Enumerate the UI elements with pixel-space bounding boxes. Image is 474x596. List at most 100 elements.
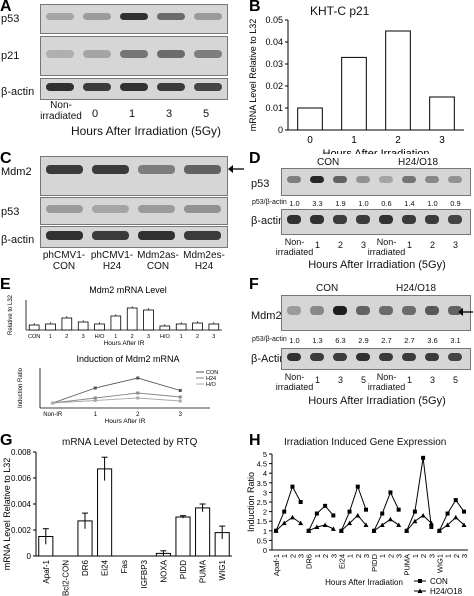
panel-c-blot-p53: [40, 197, 228, 225]
h-ylabel: Induction Ratio: [246, 472, 256, 532]
blot-band: [184, 165, 221, 174]
h-series-line: [439, 516, 465, 532]
e-xtick-label-1: 3: [82, 334, 85, 340]
h-point-ho: [314, 524, 320, 529]
h-point-con: [380, 511, 385, 516]
e-bar: [159, 325, 171, 331]
blot-band: [425, 215, 439, 224]
h-group-label: PUMA: [403, 554, 412, 576]
blot-band: [46, 50, 74, 58]
blot-band: [333, 353, 347, 361]
h-group-label: PIDD: [370, 553, 379, 572]
h-series-line: [340, 485, 367, 531]
blot-band: [310, 215, 324, 224]
e-point: [178, 389, 182, 392]
e-point: [136, 396, 140, 400]
lane-label: Non- irradiated: [367, 237, 406, 257]
h-series-line: [340, 514, 367, 532]
b-xtick-label: 1: [351, 135, 357, 146]
h-ytick-label: 4: [263, 469, 267, 478]
h-ytick-label: 0.5: [257, 536, 267, 545]
h-point-ho: [387, 516, 393, 522]
h-xtick-label: 3: [329, 554, 338, 558]
panel-c-row-p53: p53: [1, 206, 20, 218]
e-xtick-label-1: 2: [196, 334, 199, 340]
h-xtick-label: 3: [395, 554, 404, 558]
blot-band: [333, 306, 347, 315]
lane-label: Non- irradiated: [275, 372, 314, 392]
h-series-line: [275, 516, 301, 532]
ratio-value: 0.6: [381, 199, 392, 208]
panel-f-blot-actin: [281, 348, 471, 370]
b-ytick-label: 0: [278, 125, 283, 135]
panel-f-group-ho: H24/O18: [396, 283, 437, 294]
lane-label: 2: [337, 240, 343, 250]
blot-band: [287, 176, 301, 183]
blot-band: [425, 353, 439, 361]
e-xtick-label-1: 1: [180, 334, 183, 340]
blot-band: [46, 231, 83, 240]
h-xtick-label: 1: [346, 554, 355, 558]
h-xtick-label: 2: [452, 554, 461, 558]
e-xtick-label-2: 1: [94, 412, 98, 418]
ratio-value: 1.0: [427, 199, 438, 208]
g-bar: [97, 468, 113, 557]
h-ytick-label: 1.5: [257, 517, 267, 526]
g-xtick-label: WIG1: [218, 559, 227, 580]
h-xlabel: Hours After Irradiation: [325, 578, 403, 587]
h-xtick-label: 3: [460, 554, 469, 558]
h-xtick-label: 1: [378, 554, 387, 558]
blot-band: [356, 215, 370, 224]
h-ytick-label: 2: [263, 508, 267, 517]
e-ylabel-1: Relative to L32: [8, 294, 14, 335]
blot-band: [402, 176, 416, 183]
e-point: [93, 399, 97, 402]
h-xtick-label: 2: [386, 554, 395, 558]
g-xtick-label: PUMA: [199, 559, 208, 583]
blot-band: [287, 353, 301, 361]
ratio-value: 0.9: [450, 199, 461, 208]
b-ytick-label: 0.05: [265, 15, 283, 25]
blot-band: [83, 13, 111, 20]
h-point-ho: [371, 528, 377, 533]
h-point-ho: [396, 522, 402, 528]
blot-band: [402, 215, 416, 224]
e-point: [93, 396, 97, 400]
h-point-con: [445, 511, 450, 516]
b-xlabel: Hours After Irradiation: [323, 148, 430, 154]
e-bar: [126, 307, 138, 331]
panel-d-group-con: CON: [317, 157, 340, 168]
h-legend-marker-con: [418, 579, 422, 583]
h-point-ho: [379, 522, 385, 528]
e-title-2: Induction of Mdm2 mRNA: [76, 354, 179, 364]
panel-b-letter: B: [249, 0, 261, 15]
b-xtick-label: 3: [439, 135, 445, 146]
h-point-ho: [281, 520, 287, 526]
lane-label: 1: [406, 240, 412, 250]
e-xtick-label-1: 2: [131, 334, 134, 340]
h-point-con: [347, 509, 352, 514]
panel-g-chart: 0 0.002 0.004 0.006 0.008 Apaf-1 Bcl2-CON DR6 Ei…: [2, 448, 232, 596]
ratio-value: 1.0: [358, 199, 369, 208]
e-series-line: [52, 377, 181, 404]
panel-f-xlabel: Hours After Irradiation (5Gy): [308, 395, 446, 407]
panel-f-blot-mdm2: [281, 295, 471, 331]
e-bar: [175, 323, 187, 331]
e-legend-label: H/O: [206, 382, 217, 388]
e-xtick-label-1: 2: [65, 334, 68, 340]
blot-band: [83, 50, 111, 58]
h-xtick-label: 2: [321, 554, 330, 558]
e-xtick-label-1: 1: [49, 334, 52, 340]
h-xtick-label: 3: [297, 554, 306, 558]
lane-label: Non- irradiated: [367, 372, 406, 392]
blot-band: [356, 176, 370, 183]
h-point-con: [314, 511, 319, 516]
g-ytick-label: 0.006: [11, 474, 32, 483]
panel-c-row-actin: β-actin: [1, 234, 35, 246]
h-xtick-label: 2: [354, 554, 363, 558]
h-group-label: DR6: [305, 554, 314, 569]
g-xtick-label: DR6: [81, 559, 90, 576]
h-point-con: [421, 455, 426, 460]
h-series-line: [373, 491, 400, 532]
